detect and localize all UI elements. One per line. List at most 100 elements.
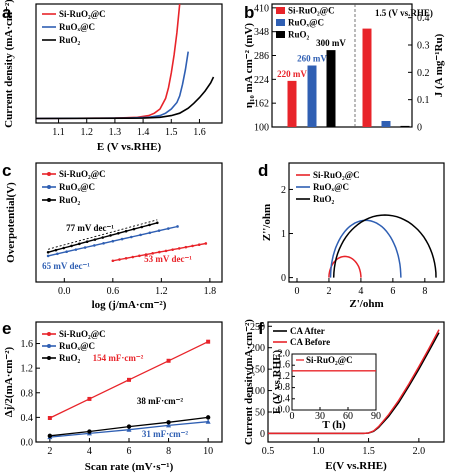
tafel-point [204,242,208,245]
tafel-point [111,239,115,243]
cdl-point [166,420,171,425]
a-x-tick-label: 1.2 [80,127,93,138]
b2-y-tick-label: 0.1 [417,95,430,106]
inset-y-tick-label: 1.6 [278,360,291,371]
legend-label: CA After [290,326,325,336]
b-y-tick-label: 162 [254,99,269,110]
tafel-point [171,248,174,251]
mass-activity-bar [362,28,372,128]
series-line [35,51,189,120]
legend-label: RuOₓ@C [59,22,95,32]
b-y-tick-label: 410 [254,3,269,14]
cdl-point [47,433,53,439]
legend-label: RuOₓ@C [59,182,95,192]
cdl-point [166,358,171,363]
tafel-point [54,248,58,252]
a-x-tick-label: 1.5 [165,127,178,138]
tafel-point [124,256,128,260]
condition-annotation: 1.5 (V vs.RHE) [375,8,433,18]
tafel-point [83,246,87,249]
tafel-point [140,225,144,229]
legend-marker [47,344,51,348]
plot-frame [288,162,445,283]
cdl-point [47,416,52,420]
inset-x-tick-label: 90 [371,411,381,422]
tafel-point [109,234,112,237]
tafel-point [138,254,141,258]
b-y-tick-label: 286 [254,51,269,62]
tafel-point [130,235,133,239]
tafel-point [85,240,89,244]
x-axis-label: E (V vs.RHE) [97,141,162,153]
a-x-tick-label: 1.6 [193,127,206,138]
panel-c: c 0.0 0.6 1.2 1.8 53 mV dec⁻¹ 65 mV dec⁻¹ 77 mV… [2,161,223,311]
legend-label: Si-RuO₂@C [59,169,106,179]
cdl-point [205,415,211,420]
tafel-point [158,250,161,254]
panel-label-f: f [258,319,264,338]
inset-y-tick-label: 0.8 [278,382,291,393]
mass-activity-bar [400,125,410,128]
panel-label-b: b [244,3,254,22]
tafel-point [176,225,179,228]
inset-y-tick-label: 0.4 [278,393,291,404]
series-line [35,76,215,120]
e-x-tick-label: 6 [127,446,132,457]
tafel-point [111,259,115,263]
inset-x-axis-label: T (h) [322,419,346,431]
legend-label: Si-RuO₂@C [288,6,335,16]
d-y-tick-label: 1 [281,229,286,240]
tafel-point [93,244,96,247]
tafel-slope-label: 53 mV dec⁻¹ [144,254,192,264]
legend-label: RuOₓ@C [313,182,349,192]
tafel-point [184,245,188,249]
tafel-point [131,255,135,259]
inset-x-tick-label: 30 [315,411,325,422]
tafel-point [191,244,194,248]
legend-label: RuO₂ [313,194,335,204]
panel-label-d: d [258,161,268,180]
f-x-tick-label: 1.5 [362,446,375,457]
legend-label: Si-RuO₂@C [313,170,360,180]
tafel-point [151,252,154,255]
y-axis-label: Δj/2(mA·cm⁻²) [3,346,15,417]
panel-b: b 100 162 224 286 348 410 0 0.1 0.2 0.3 0.4 220 mV 26… [243,3,445,134]
tafel-point [124,229,128,233]
tafel-point [118,258,121,261]
cdl-point [206,339,211,344]
e-x-tick-label: 10 [203,446,213,457]
tafel-point [101,236,105,239]
a-x-tick-label: 1.3 [109,127,122,138]
tafel-point [166,227,170,230]
nyquist-arc [329,219,402,278]
tafel-point [65,250,68,254]
e-x-tick-label: 4 [87,446,92,457]
f-y-tick-label: 50 [255,408,265,419]
legend-marker [47,332,51,336]
panel-a: a 1.1 1.2 1.3 1.4 1.5 1.6 Si-RuO₂@C RuOₓ@C RuO₂ E … [2,0,223,153]
c-x-tick-label: 1.8 [204,286,217,297]
cdl-point [126,424,132,429]
legend-label: RuOₓ@C [59,341,95,351]
c-x-tick-label: 0.6 [107,286,120,297]
f-y-tick-label: 150 [250,365,265,376]
e-y-tick-label: 0.4 [21,413,34,424]
b-y-tick-label: 224 [254,75,269,86]
y-axis-label: Z''/ohm [261,204,273,241]
legend-marker [47,356,51,360]
panel-e: e 2 4 6 8 10 0.0 0.4 0.8 1.2 1.6 154 mF·cm⁻² 31 mF·c… [2,319,223,473]
tafel-point [46,250,50,254]
b2-y-tick-label: 0.4 [417,13,430,24]
legend-marker [47,185,51,189]
inset-x-tick-label: 60 [343,411,353,422]
e-y-tick-label: 1.6 [21,339,34,350]
x-axis-label: log (j/mA·cm⁻²) [92,299,167,311]
plot-frame [35,162,223,283]
f-x-tick-label: 0.5 [262,446,275,457]
tafel-slope-label: 65 mV dec⁻¹ [42,261,90,271]
inset-legend-label: Si-RuO₂@C [306,355,353,365]
x-axis-label: Z'/ohm [349,298,383,310]
e-y-tick-label: 1.2 [21,364,34,375]
f-y-tick-label: 100 [250,386,265,397]
inset-y-axis-label: E (V vs.RHE) [271,350,283,415]
